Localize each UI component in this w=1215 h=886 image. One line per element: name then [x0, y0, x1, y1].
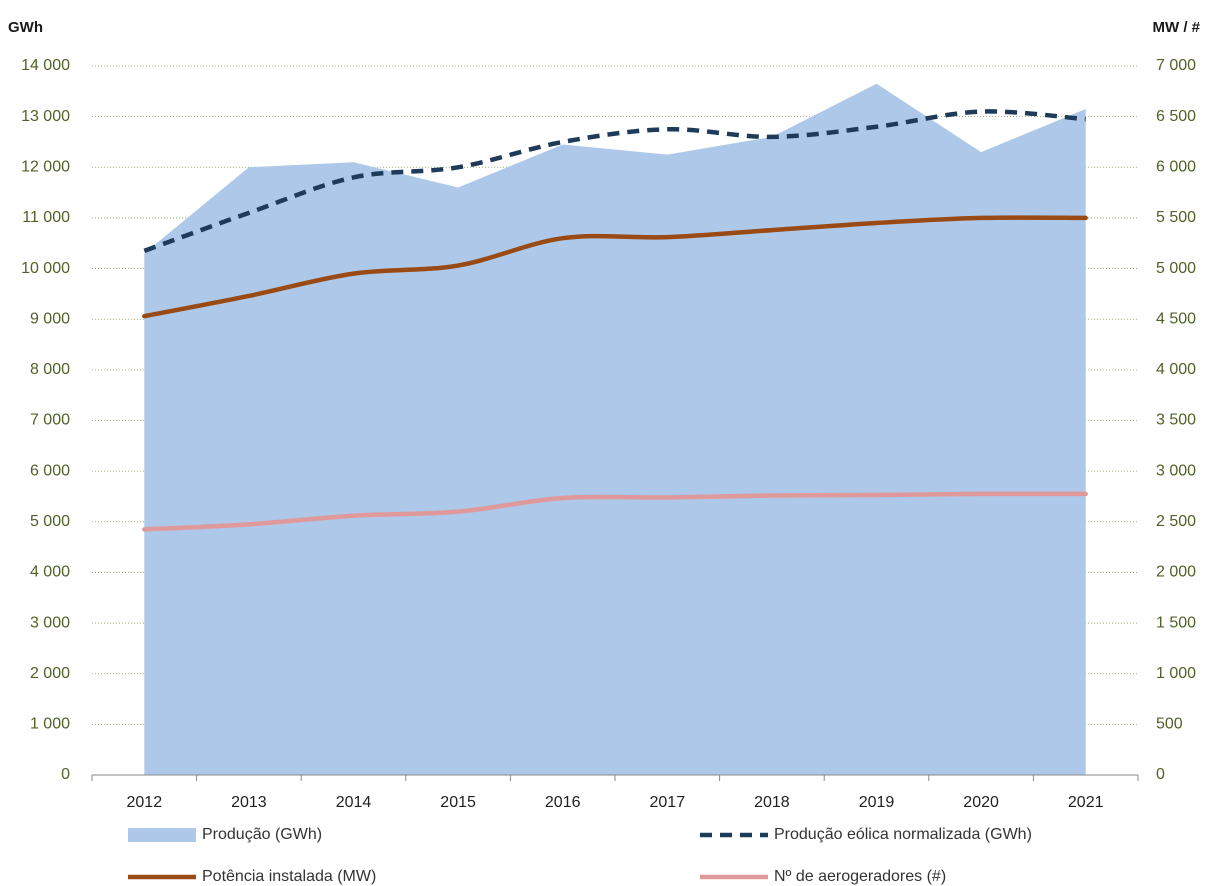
x-tick-label: 2012	[127, 794, 163, 811]
x-tick-label: 2019	[859, 794, 895, 811]
y2-tick-label: 5 500	[1156, 209, 1196, 226]
legend-label: Produção (GWh)	[202, 826, 322, 843]
y2-tick-label: 7 000	[1156, 57, 1196, 74]
dashed-line	[143, 109, 1086, 253]
legend-label: Nº de aerogeradores (#)	[774, 868, 946, 885]
legend-label: Potência instalada (MW)	[202, 868, 376, 885]
y-tick-label: 4 000	[30, 564, 70, 581]
y-tick-label: 14 000	[21, 57, 70, 74]
y2-tick-label: 4 500	[1156, 310, 1196, 327]
y2-tick-label: 1 000	[1156, 665, 1196, 682]
y2-tick-label: 500	[1156, 716, 1183, 733]
x-tick-label: 2018	[754, 794, 790, 811]
x-tick-label: 2015	[440, 794, 476, 811]
area	[144, 83, 1086, 776]
y-tick-label: 7 000	[30, 412, 70, 429]
y-axis-title: GWh	[8, 19, 43, 36]
y2-tick-label: 6 500	[1156, 108, 1196, 125]
y-tick-label: 8 000	[30, 361, 70, 378]
x-tick-label: 2013	[231, 794, 267, 811]
y2-tick-label: 2 500	[1156, 513, 1196, 530]
y-tick-label: 1 000	[30, 716, 70, 733]
y-tick-label: 11 000	[22, 209, 70, 226]
y2-tick-label: 6 000	[1156, 159, 1196, 176]
y-tick-label: 6 000	[30, 462, 70, 479]
line	[142, 491, 1088, 532]
legend-label: Produção eólica normalizada (GWh)	[774, 826, 1032, 843]
y-tick-label: 10 000	[21, 260, 70, 277]
y2-tick-label: 1 500	[1156, 614, 1196, 631]
y-tick-label: 0	[61, 766, 70, 783]
y2-tick-label: 4 000	[1156, 361, 1196, 378]
y2-tick-label: 0	[1156, 766, 1165, 783]
y2-tick-label: 5 000	[1156, 260, 1196, 277]
legend-swatch	[128, 828, 196, 842]
y2-axis-title: MW / #	[1153, 19, 1201, 36]
x-tick-label: 2016	[545, 794, 581, 811]
y-tick-label: 3 000	[30, 614, 70, 631]
y2-tick-label: 3 500	[1156, 412, 1196, 429]
x-tick-label: 2020	[963, 794, 999, 811]
x-tick-label: 2017	[650, 794, 686, 811]
y-tick-label: 5 000	[30, 513, 70, 530]
y2-tick-label: 3 000	[1156, 462, 1196, 479]
y-tick-label: 9 000	[30, 310, 70, 327]
y-tick-label: 2 000	[30, 665, 70, 682]
y2-tick-label: 2 000	[1156, 564, 1196, 581]
line	[142, 215, 1088, 319]
x-tick-label: 2014	[336, 794, 372, 811]
x-tick-label: 2021	[1068, 794, 1104, 811]
y-tick-label: 13 000	[21, 108, 70, 125]
y-tick-label: 12 000	[21, 159, 70, 176]
